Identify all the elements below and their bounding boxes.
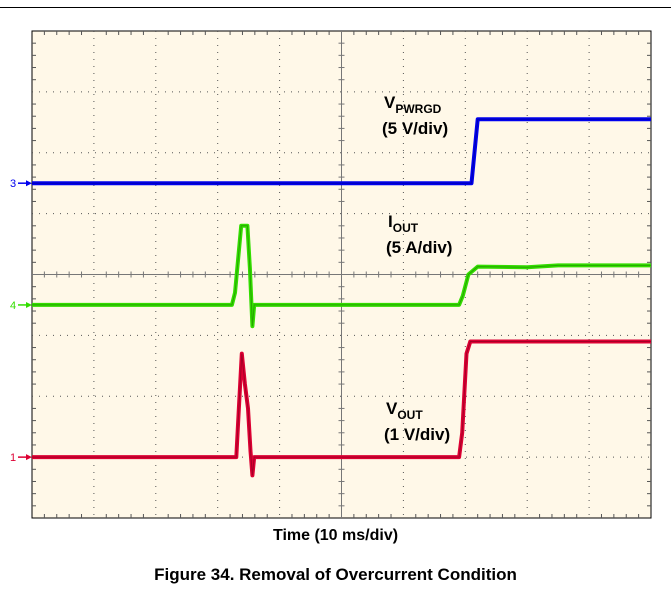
figure-caption: Figure 34. Removal of Overcurrent Condit… [154, 565, 517, 584]
channel-marker-label: 1 [10, 452, 16, 464]
oscilloscope-plot: 3 VPWRGD (5 V/div) 4 IOUT (5 A/div) 1 VOUT (1 V/… [10, 30, 652, 519]
channel-marker-arrow [26, 180, 32, 187]
signal-name-v-pwrgd: VPWRGD [384, 93, 442, 116]
trace-noise-v-pwrgd [32, 118, 651, 184]
trace-noise-i-out [32, 225, 651, 327]
top-rule [0, 7, 671, 8]
channel-marker-arrow [26, 301, 32, 308]
signal-scale-v-pwrgd: (5 V/div) [382, 119, 448, 138]
x-axis-label: Time (10 ms/div) [272, 527, 399, 544]
trace-v-out [32, 339, 651, 478]
trace-noise-v-out [32, 341, 651, 476]
channel-marker-arrow [26, 454, 32, 461]
trace-v-pwrgd [32, 117, 651, 186]
signal-scale-i-out: (5 A/div) [386, 238, 452, 257]
signal-scale-v-out: (1 V/div) [384, 425, 450, 444]
channel-marker-label: 4 [10, 300, 16, 312]
signal-name-v-out: VOUT [386, 399, 423, 422]
channel-marker-label: 3 [10, 178, 16, 190]
trace-i-out [32, 223, 651, 329]
signal-name-i-out: IOUT [388, 212, 419, 235]
